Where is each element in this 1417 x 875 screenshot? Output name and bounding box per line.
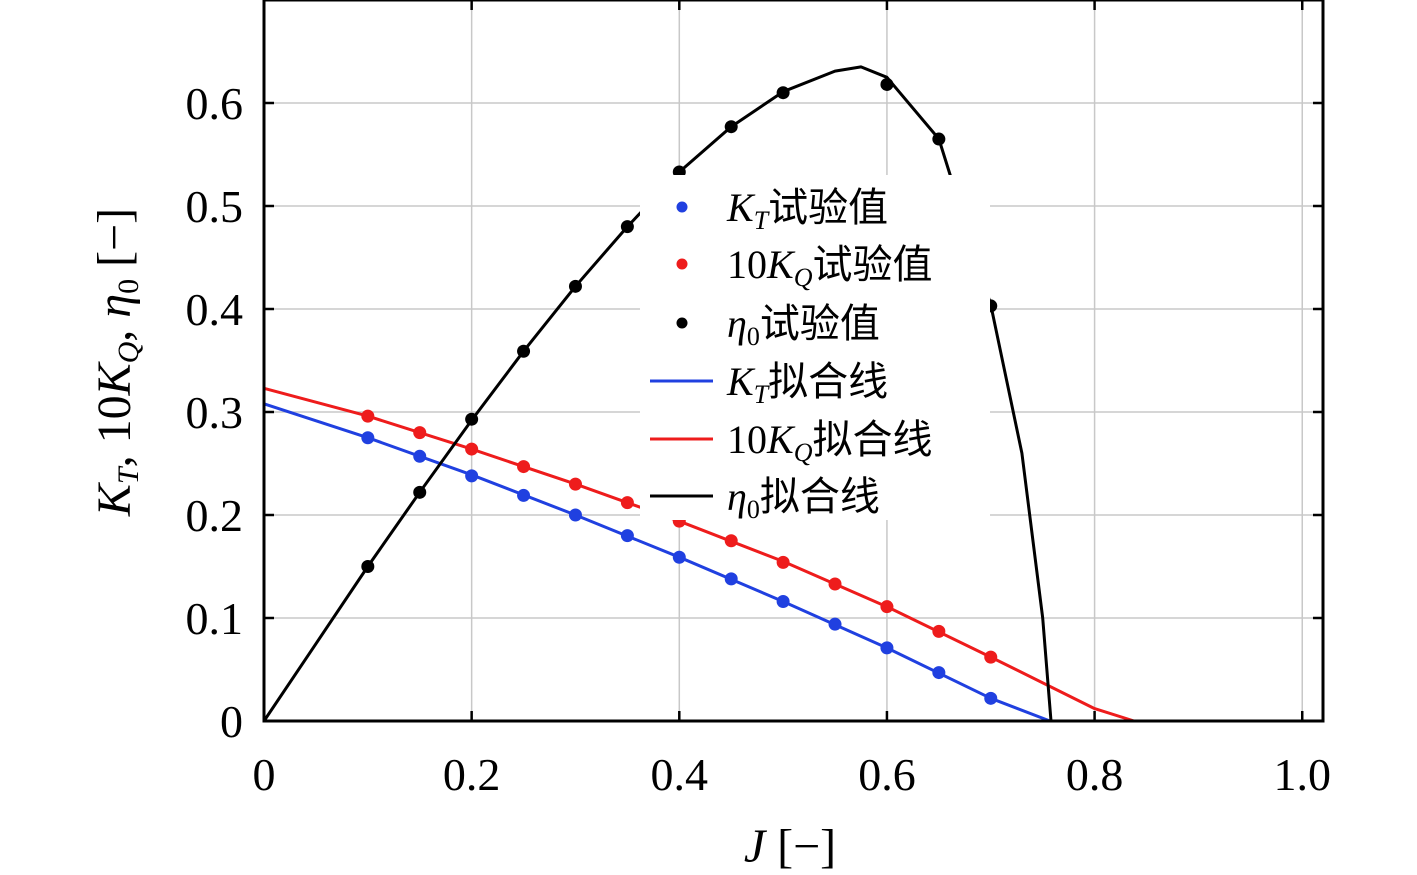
legend-kq-fit-sub: Q <box>794 438 813 467</box>
y-axis-title-sep1: , 10 <box>88 395 141 467</box>
data-point-kt-exp <box>672 550 686 564</box>
y-tick-label: 0.2 <box>186 490 244 541</box>
data-point-10kq-exp <box>828 577 842 591</box>
data-point-0-exp <box>932 132 946 146</box>
y-axis-title-s3: 0 <box>112 279 145 294</box>
data-point-10kq-exp <box>568 477 582 491</box>
data-point-0-exp <box>880 77 894 91</box>
y-tick-label: 0.5 <box>186 181 244 232</box>
legend-label-kt-exp: KT试验值 <box>726 185 888 235</box>
legend-eta-exp-sub: 0 <box>747 322 760 351</box>
data-point-10kq-exp <box>776 555 790 569</box>
data-point-10kq-exp <box>984 650 998 664</box>
legend-kt-exp-sub: T <box>754 206 770 235</box>
y-tick-label: 0.4 <box>186 284 244 335</box>
legend-eta-exp-symbol: η <box>727 301 747 346</box>
legend-kq-exp-prefix: 10 <box>727 242 767 287</box>
x-axis-title-symbol: J <box>744 820 768 873</box>
data-point-0-exp <box>724 120 738 134</box>
data-point-10kq-exp <box>620 496 634 510</box>
y-tick-label: 0.1 <box>186 593 244 644</box>
legend-kq-exp-rest: 试验值 <box>812 242 932 287</box>
y-axis-title-unit: [−] <box>88 208 141 279</box>
data-point-0-exp <box>361 560 375 573</box>
data-point-10kq-exp <box>932 624 946 638</box>
legend-label-eta-exp: η0试验值 <box>727 301 880 351</box>
data-point-kt-exp <box>568 508 582 522</box>
x-tick-label: 0.6 <box>858 749 916 800</box>
legend-eta-fit-sub: 0 <box>747 495 760 524</box>
legend-label-kq-fit: 10KQ拟合线 <box>727 417 932 467</box>
x-tick-labels: 0 0.2 0.4 0.6 0.8 1.0 <box>253 749 1331 800</box>
data-point-kt-exp <box>413 449 427 463</box>
data-point-10kq-exp <box>413 426 427 440</box>
x-tick-label: 0.2 <box>443 749 501 800</box>
data-point-kt-exp <box>361 431 375 445</box>
legend-marker-kt-exp <box>676 201 688 213</box>
legend-marker-eta-exp <box>676 317 688 329</box>
legend-kq-fit-prefix: 10 <box>727 417 767 462</box>
legend-kt-fit-symbol: K <box>726 359 756 404</box>
y-axis-title-eta: η <box>88 294 141 318</box>
legend: KT试验值 10KQ试验值 η0试验值 KT拟合线 10KQ拟合线 η0拟合线 <box>650 185 932 524</box>
x-axis-title-unit: [−] <box>765 820 836 873</box>
data-point-0-exp <box>620 220 634 234</box>
data-point-kt-exp <box>517 488 531 502</box>
y-tick-labels: 0 0.1 0.2 0.3 0.4 0.5 0.6 <box>186 78 244 747</box>
legend-box <box>640 175 990 520</box>
legend-kq-fit-symbol: K <box>766 417 796 462</box>
data-point-kt-exp <box>932 666 946 680</box>
y-axis-title-s2: Q <box>112 341 145 363</box>
data-point-0-exp <box>517 344 531 358</box>
x-tick-label: 1.0 <box>1273 749 1331 800</box>
legend-label-kq-exp: 10KQ试验值 <box>727 242 932 292</box>
data-point-kt-exp <box>984 691 998 705</box>
legend-eta-exp-rest: 试验值 <box>760 301 880 346</box>
y-axis-title-k1: K <box>88 481 141 517</box>
plot-frame <box>262 0 1325 723</box>
x-tick-label: 0.8 <box>1066 749 1124 800</box>
data-point-0-exp <box>776 86 790 100</box>
y-axis-title-s1: T <box>112 465 145 484</box>
legend-kt-exp-symbol: K <box>726 185 756 230</box>
legend-marker-kq-exp <box>676 258 688 270</box>
data-point-kt-exp <box>724 572 738 586</box>
legend-kq-exp-sub: Q <box>794 263 813 292</box>
data-point-kt-exp <box>828 617 842 631</box>
y-axis-title-k2: K <box>88 360 141 396</box>
data-point-10kq-exp <box>465 442 479 456</box>
data-point-0-exp <box>413 485 427 499</box>
y-tick-label: 0.6 <box>186 78 244 129</box>
data-point-10kq-exp <box>517 460 531 474</box>
data-point-kt-exp <box>776 595 790 609</box>
data-point-10kq-exp <box>880 600 894 614</box>
x-axis-title: J [−] <box>744 820 836 873</box>
y-tick-label: 0 <box>220 696 243 747</box>
y-tick-label: 0.3 <box>186 387 244 438</box>
legend-label-eta-fit: η0拟合线 <box>727 474 880 524</box>
data-point-10kq-exp <box>361 409 375 423</box>
axis-ticks <box>262 0 1323 723</box>
x-tick-label: 0.4 <box>651 749 709 800</box>
legend-kq-fit-rest: 拟合线 <box>812 417 932 462</box>
legend-label-kt-fit: KT拟合线 <box>726 359 888 409</box>
legend-eta-fit-rest: 拟合线 <box>760 474 880 519</box>
y-axis-title: KT, 10KQ, η0 [−] <box>88 208 145 517</box>
legend-kt-exp-rest: 试验值 <box>768 185 888 230</box>
y-axis-title-sep2: , <box>88 318 141 342</box>
x-tick-label: 0 <box>253 749 276 800</box>
data-point-kt-exp <box>465 469 479 483</box>
legend-eta-fit-symbol: η <box>727 474 747 519</box>
plot-series <box>262 65 1135 723</box>
data-point-kt-exp <box>620 529 634 543</box>
legend-kt-fit-sub: T <box>754 380 770 409</box>
legend-kq-exp-symbol: K <box>766 242 796 287</box>
data-point-10kq-exp <box>724 534 738 548</box>
data-point-0-exp <box>465 412 479 426</box>
data-point-0-exp <box>568 279 582 293</box>
data-point-kt-exp <box>880 641 894 655</box>
legend-kt-fit-rest: 拟合线 <box>768 359 888 404</box>
